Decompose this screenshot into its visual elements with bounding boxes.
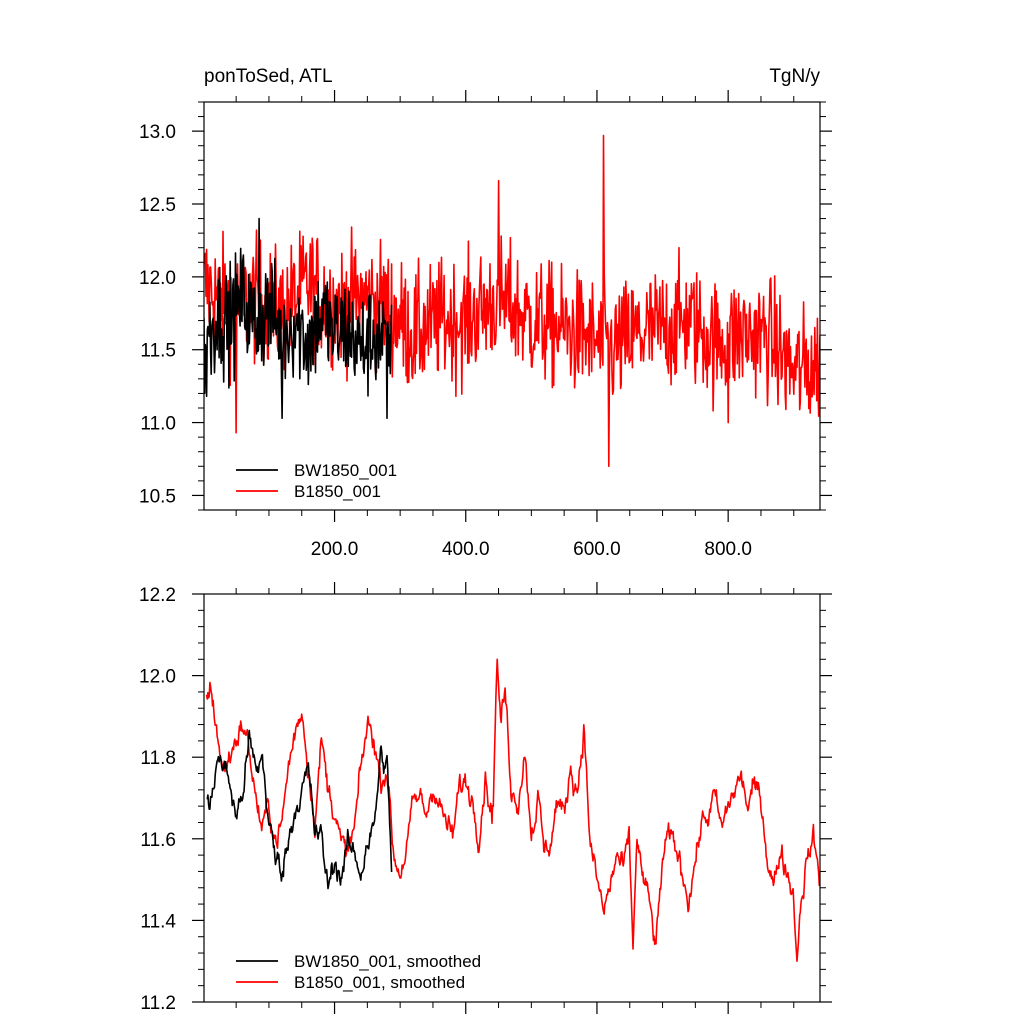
top-plot-frame bbox=[203, 101, 821, 511]
x-tick-label: 600.0 bbox=[573, 539, 621, 560]
top-legend: BW1850_001 B1850_001 bbox=[236, 461, 397, 501]
bottom-axis-ticks: 11.2 11.4 11.6 11.8 12.0 12.2 bbox=[139, 582, 832, 1014]
y-tick-label: 12.0 bbox=[139, 667, 176, 688]
bottom-series-group bbox=[205, 658, 820, 962]
legend-label-bw1850: BW1850_001 bbox=[294, 461, 397, 480]
legend-label-bw1850-smoothed: BW1850_001, smoothed bbox=[294, 952, 481, 971]
top-axis-ticks: 200.0 400.0 600.0 800.0 10.5 11.0 11.5 12.0 12.5… bbox=[139, 90, 832, 560]
legend-label-b1850-smoothed: B1850_001, smoothed bbox=[294, 973, 465, 992]
bottom-panel: 11.2 11.4 11.6 11.8 12.0 12.2 BW1850_001, smo… bbox=[139, 582, 832, 1014]
bottom-plot-frame bbox=[203, 593, 821, 1003]
y-tick-label: 10.5 bbox=[139, 486, 176, 507]
y-tick-label: 11.2 bbox=[140, 993, 176, 1014]
bottom-legend: BW1850_001, smoothed B1850_001, smoothed bbox=[236, 952, 481, 992]
y-tick-label: 12.2 bbox=[139, 585, 176, 606]
y-tick-label: 11.0 bbox=[140, 414, 176, 435]
series-line-bw1850-001-smoothed bbox=[206, 729, 393, 890]
y-tick-label: 11.8 bbox=[140, 748, 176, 769]
x-tick-label: 800.0 bbox=[704, 539, 752, 560]
panel-title-left: ponToSed, ATL bbox=[204, 66, 333, 87]
y-tick-label: 13.0 bbox=[139, 122, 176, 143]
y-tick-label: 12.0 bbox=[139, 268, 176, 289]
top-panel: ponToSed, ATL TgN/y 200.0 400.0 600.0 800.0… bbox=[139, 66, 832, 560]
panel-units-label: TgN/y bbox=[769, 66, 820, 87]
y-tick-label: 12.5 bbox=[139, 195, 176, 216]
top-series-group bbox=[204, 134, 820, 468]
x-tick-label: 200.0 bbox=[311, 539, 359, 560]
y-tick-label: 11.6 bbox=[140, 830, 176, 851]
y-tick-label: 11.5 bbox=[140, 341, 176, 362]
x-tick-label: 400.0 bbox=[442, 539, 490, 560]
series-line-bw1850-001 bbox=[204, 217, 393, 419]
y-tick-label: 11.4 bbox=[140, 911, 176, 932]
legend-label-b1850: B1850_001 bbox=[294, 482, 381, 501]
series-line-b1850-001 bbox=[204, 134, 820, 468]
